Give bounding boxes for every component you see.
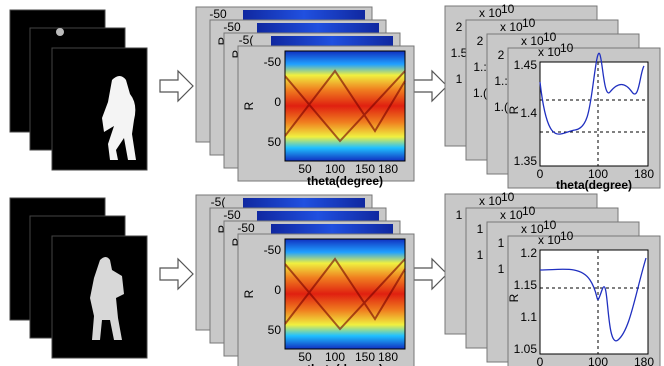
y-tick-label: 1.1: [520, 310, 537, 324]
exponent-power: 10: [501, 2, 515, 16]
radon-strip: [243, 198, 365, 208]
exponent-power: 10: [522, 16, 536, 30]
y-tick-label: 0: [274, 95, 281, 109]
radon-strip: [271, 224, 393, 234]
y-axis-label: R: [507, 105, 521, 114]
silhouette: [90, 257, 124, 340]
exponent: x 10: [479, 194, 502, 208]
y-tick-label: 0: [274, 283, 281, 297]
y-tick-label: -50: [264, 243, 282, 257]
exponent: x 10: [521, 34, 544, 48]
arrow: [159, 257, 194, 291]
y-tick-label: -50: [209, 7, 227, 21]
y-tick-label: 1: [498, 262, 505, 276]
x-tick-label: 50: [298, 350, 312, 364]
curve: [539, 257, 647, 342]
exponent: x 10: [538, 45, 561, 59]
exponent: x 10: [521, 222, 544, 236]
exponent-power: 10: [560, 229, 574, 243]
exponent: x 10: [538, 233, 561, 247]
y-axis-label: R: [507, 293, 521, 302]
exponent: x 10: [479, 6, 502, 20]
y-tick-label: R: [216, 224, 230, 233]
y-tick-label: 1.(: [494, 100, 508, 114]
plot-area: [539, 249, 649, 355]
radon-strip: [271, 36, 393, 46]
radon-strip: [243, 10, 365, 20]
y-tick-label: 1.2: [520, 246, 537, 260]
y-tick-label: 1: [477, 248, 484, 262]
y-tick-label: 1.35: [514, 154, 538, 168]
arrow: [413, 257, 448, 291]
y-axis-label: R: [242, 289, 256, 298]
y-tick-label: 1.5: [451, 46, 468, 60]
y-tick-label: 1.:: [494, 74, 507, 88]
radon-trace: [284, 69, 406, 143]
radon-strip: [257, 211, 379, 221]
exponent-power: 10: [543, 30, 557, 44]
x-tick-label: 150: [355, 350, 375, 364]
x-tick-label: 100: [325, 350, 345, 364]
x-tick-label: 180: [634, 355, 654, 366]
radon-trace: [284, 257, 406, 331]
exponent-power: 10: [543, 218, 557, 232]
y-tick-label: R: [230, 49, 244, 58]
y-tick-label: 1: [456, 72, 463, 86]
x-tick-label: 100: [325, 162, 345, 176]
x-tick-label: 180: [378, 162, 398, 176]
y-tick-label: 50: [268, 323, 282, 337]
y-tick-label: -5(: [239, 33, 254, 47]
y-tick-label: R: [216, 36, 230, 45]
radon-image: [284, 238, 406, 350]
silhouette: [102, 76, 136, 160]
x-tick-label: 50: [298, 162, 312, 176]
y-tick-label: 2: [456, 20, 463, 34]
radon-image: [284, 50, 406, 162]
exponent-power: 10: [560, 41, 574, 55]
y-tick-label: 2: [498, 48, 505, 62]
exponent: x 10: [500, 20, 523, 34]
x-tick-label: 0: [537, 355, 544, 366]
y-tick-label: -5(: [211, 195, 226, 209]
radon-strip: [257, 23, 379, 33]
y-tick-label: -50: [264, 55, 282, 69]
x-tick-label: 180: [634, 167, 654, 181]
y-tick-label: 1.:: [473, 60, 486, 74]
arrow: [413, 69, 448, 103]
x-tick-label: 150: [355, 162, 375, 176]
y-tick-label: 1: [477, 222, 484, 236]
y-tick-label: -50: [237, 221, 255, 235]
y-tick-label: -50: [223, 208, 241, 222]
y-tick-label: 2: [477, 34, 484, 48]
y-tick-label: 50: [268, 135, 282, 149]
arrow: [159, 69, 194, 103]
y-tick-label: 1.15: [514, 278, 538, 292]
y-tick-label: -50: [223, 20, 241, 34]
exponent-power: 10: [522, 204, 536, 218]
x-axis-label: theta(degree): [307, 362, 383, 366]
x-axis-label: theta(degree): [307, 174, 383, 188]
x-tick-label: 0: [537, 167, 544, 181]
y-tick-label: 1.(: [473, 86, 487, 100]
y-tick-label: 1.45: [514, 58, 538, 72]
x-tick-label: 100: [588, 167, 608, 181]
exponent: x 10: [500, 208, 523, 222]
x-axis-label: theta(degree): [556, 178, 632, 192]
y-tick-label: R: [230, 237, 244, 246]
y-axis-label: R: [242, 101, 256, 110]
y-tick-label: 1: [456, 208, 463, 222]
x-tick-label: 100: [588, 355, 608, 366]
y-tick-label: 1: [498, 236, 505, 250]
y-tick-label: 1.05: [514, 342, 538, 356]
curve: [539, 52, 645, 135]
exponent-power: 10: [501, 190, 515, 204]
x-tick-label: 180: [378, 350, 398, 364]
y-tick-label: 1.4: [520, 106, 537, 120]
silhouette-fragment: [56, 28, 64, 36]
